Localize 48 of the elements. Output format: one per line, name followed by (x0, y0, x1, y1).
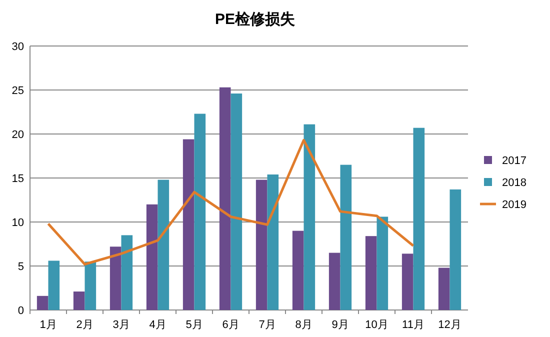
chart-title: PE检修损失 (214, 11, 296, 28)
bar (340, 164, 352, 310)
bar (194, 114, 206, 310)
bar (402, 254, 414, 310)
y-tick-label: 30 (12, 41, 24, 53)
y-tick-label: 0 (18, 305, 24, 317)
bar (230, 94, 242, 310)
bar (413, 128, 425, 310)
x-tick-label: 10月 (365, 319, 388, 331)
y-tick-label: 25 (12, 85, 24, 97)
x-tick-label: 2月 (76, 319, 94, 331)
x-tick-label: 9月 (332, 319, 349, 331)
x-tick-label: 4月 (149, 319, 166, 331)
bar (36, 296, 48, 310)
x-tick-label: 6月 (222, 319, 240, 331)
line-series (47, 138, 414, 266)
bar (328, 252, 340, 310)
legend-label: 2018 (502, 177, 526, 189)
bar (110, 246, 122, 310)
x-tick-label: 8月 (295, 319, 312, 331)
y-tick-label: 15 (12, 173, 24, 185)
x-tick-label: 12月 (438, 319, 462, 331)
x-tick-label: 11月 (402, 319, 424, 331)
x-tick-label: 1月 (40, 319, 57, 331)
bar (365, 236, 377, 310)
bar (182, 139, 194, 310)
bar (219, 87, 231, 310)
y-tick-label: 20 (12, 129, 24, 141)
bar (267, 174, 279, 310)
y-tick-label: 10 (12, 217, 24, 229)
x-tick-label: 5月 (186, 319, 203, 331)
bar (304, 124, 316, 310)
legend-label: 2017 (502, 155, 526, 167)
legend-label: 2019 (502, 199, 526, 211)
bar (158, 180, 170, 310)
bar (48, 260, 60, 310)
bar (438, 268, 450, 310)
bar (292, 230, 304, 310)
bar (121, 235, 133, 310)
bar (450, 189, 462, 310)
bar (84, 262, 96, 310)
bar (146, 204, 158, 310)
y-tick-label: 5 (18, 261, 24, 273)
x-tick-label: 7月 (258, 319, 276, 331)
x-tick-label: 3月 (112, 319, 130, 331)
bar (256, 180, 268, 310)
bar (73, 292, 85, 310)
bar (376, 216, 388, 310)
